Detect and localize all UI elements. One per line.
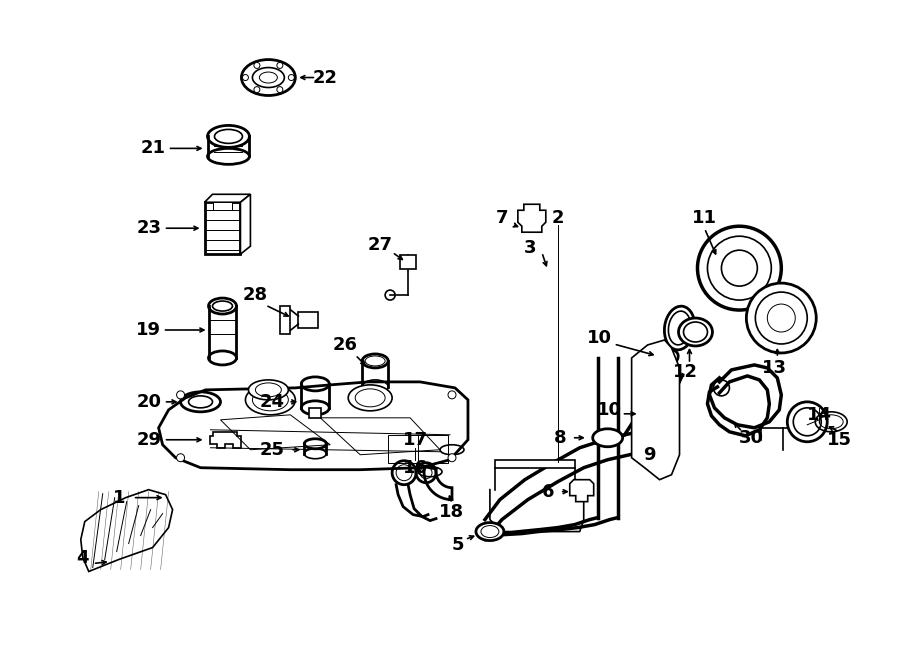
Circle shape xyxy=(254,62,260,69)
Circle shape xyxy=(746,283,816,353)
Text: 17: 17 xyxy=(402,431,428,449)
Bar xyxy=(281,306,291,334)
Text: 10: 10 xyxy=(598,401,622,419)
Ellipse shape xyxy=(679,318,713,346)
Text: 5: 5 xyxy=(452,535,464,553)
Text: 6: 6 xyxy=(542,483,554,500)
Text: 18: 18 xyxy=(439,502,464,521)
Ellipse shape xyxy=(476,523,504,541)
Text: 4: 4 xyxy=(76,549,89,566)
Ellipse shape xyxy=(348,385,392,411)
Polygon shape xyxy=(424,467,452,500)
Text: 8: 8 xyxy=(554,429,566,447)
Text: 30: 30 xyxy=(739,429,764,447)
Bar xyxy=(495,460,575,468)
Bar xyxy=(212,202,232,210)
Circle shape xyxy=(277,87,283,93)
Polygon shape xyxy=(570,480,594,502)
Text: 2: 2 xyxy=(552,210,564,227)
Text: 10: 10 xyxy=(587,329,612,347)
Ellipse shape xyxy=(657,350,679,366)
Text: 22: 22 xyxy=(313,69,338,87)
Text: 19: 19 xyxy=(136,321,161,339)
Text: 27: 27 xyxy=(367,236,392,254)
Circle shape xyxy=(288,75,294,81)
Circle shape xyxy=(277,62,283,69)
Polygon shape xyxy=(518,204,545,232)
Text: 1: 1 xyxy=(112,488,125,506)
Text: 15: 15 xyxy=(827,431,851,449)
Text: 29: 29 xyxy=(136,431,161,449)
Circle shape xyxy=(176,453,184,462)
Bar xyxy=(388,435,448,463)
Text: 26: 26 xyxy=(333,336,357,354)
Circle shape xyxy=(242,75,248,81)
Text: 25: 25 xyxy=(260,441,285,459)
Text: 11: 11 xyxy=(692,210,717,227)
Circle shape xyxy=(254,87,260,93)
Polygon shape xyxy=(298,312,319,328)
Text: 24: 24 xyxy=(260,393,285,411)
Bar xyxy=(204,202,240,254)
Text: 13: 13 xyxy=(761,359,787,377)
Polygon shape xyxy=(240,194,250,254)
Ellipse shape xyxy=(248,380,288,400)
Text: 12: 12 xyxy=(673,363,698,381)
Polygon shape xyxy=(158,382,468,470)
Polygon shape xyxy=(204,194,250,202)
Ellipse shape xyxy=(664,306,695,350)
Polygon shape xyxy=(310,408,321,418)
Text: 28: 28 xyxy=(243,286,268,304)
Circle shape xyxy=(176,391,184,399)
Ellipse shape xyxy=(246,385,295,415)
Text: 20: 20 xyxy=(136,393,161,411)
Text: 21: 21 xyxy=(140,139,165,157)
Text: 3: 3 xyxy=(524,239,536,257)
Polygon shape xyxy=(632,340,680,480)
Text: 23: 23 xyxy=(136,219,161,237)
Text: 9: 9 xyxy=(644,446,656,464)
Polygon shape xyxy=(81,490,173,572)
Text: 7: 7 xyxy=(496,210,508,227)
Text: 14: 14 xyxy=(806,406,832,424)
Bar xyxy=(400,255,416,269)
Text: 16: 16 xyxy=(402,459,428,477)
Ellipse shape xyxy=(637,400,659,416)
Circle shape xyxy=(448,391,456,399)
Circle shape xyxy=(788,402,827,442)
Circle shape xyxy=(448,453,456,462)
Circle shape xyxy=(698,226,781,310)
Polygon shape xyxy=(210,432,241,447)
Ellipse shape xyxy=(593,429,623,447)
